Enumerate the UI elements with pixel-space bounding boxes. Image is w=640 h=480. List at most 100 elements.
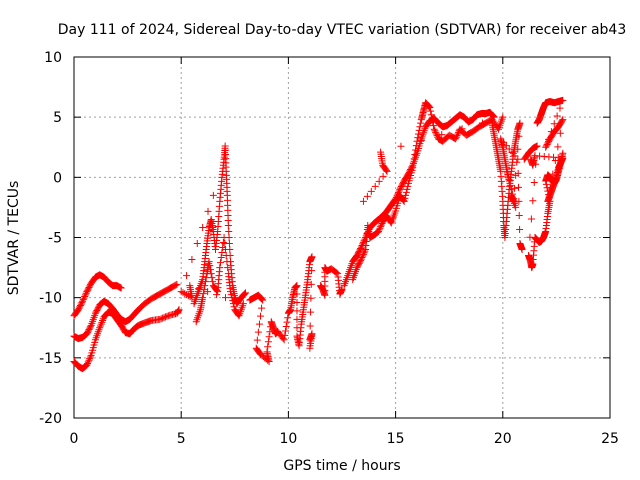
- data-point: [402, 191, 410, 199]
- data-point: [172, 281, 180, 289]
- data-point: [264, 338, 272, 346]
- data-point: [513, 158, 521, 166]
- data-point: [188, 294, 196, 302]
- data-point: [417, 119, 425, 127]
- data-point: [478, 119, 486, 127]
- data-point: [97, 320, 105, 328]
- data-point: [453, 132, 461, 140]
- data-point: [205, 258, 213, 266]
- data-point: [359, 250, 367, 258]
- data-point: [411, 150, 419, 158]
- series-rise-13h-b: [349, 99, 507, 284]
- data-point: [510, 195, 518, 203]
- data-point: [307, 280, 315, 288]
- data-point: [392, 195, 400, 203]
- data-point: [253, 336, 261, 344]
- data-point: [184, 292, 192, 300]
- data-point: [515, 197, 523, 205]
- data-point: [99, 317, 107, 325]
- data-point: [431, 127, 439, 135]
- y-tick-label: 5: [53, 110, 62, 126]
- data-point: [85, 356, 93, 364]
- data-point: [282, 323, 290, 331]
- data-point: [454, 130, 462, 138]
- data-point: [258, 304, 266, 312]
- data-point: [515, 183, 523, 191]
- data-point: [527, 155, 535, 163]
- series-gap-9h: [246, 253, 316, 365]
- data-point: [199, 223, 207, 231]
- data-point: [556, 129, 564, 137]
- data-point: [186, 293, 194, 301]
- data-point: [206, 262, 214, 270]
- data-point: [240, 290, 248, 298]
- data-point: [511, 199, 519, 207]
- data-point: [359, 197, 367, 205]
- data-point: [412, 146, 420, 154]
- x-tick-label: 20: [494, 431, 512, 447]
- data-point: [527, 215, 535, 223]
- data-point: [281, 331, 289, 339]
- chart-title: Day 111 of 2024, Sidereal Day-to-day VTE…: [58, 22, 627, 38]
- data-point: [375, 177, 383, 185]
- axis-ticks: 0 5 10 15 20 25 -20 -15 -10 -5 0 5 10: [39, 50, 619, 447]
- data-point: [283, 318, 291, 326]
- data-point: [428, 114, 436, 122]
- data-point: [516, 119, 524, 127]
- data-point: [559, 116, 567, 124]
- data-point: [307, 294, 315, 302]
- data-point: [218, 249, 226, 257]
- data-point: [400, 197, 408, 205]
- data-point: [81, 291, 89, 299]
- data-point: [511, 152, 519, 160]
- data-point: [86, 323, 94, 331]
- data-point: [207, 266, 215, 274]
- data-point: [265, 333, 273, 341]
- data-point: [497, 135, 505, 143]
- data-point: [308, 267, 316, 275]
- data-point: [307, 308, 315, 316]
- data-point: [410, 155, 418, 163]
- data-point: [293, 307, 301, 315]
- data-point: [242, 289, 250, 297]
- series-mid-11h: [317, 264, 346, 299]
- series-rise-13h: [340, 108, 498, 290]
- data-point: [404, 182, 412, 190]
- data-point: [161, 313, 169, 321]
- data-point: [360, 249, 368, 257]
- data-point: [359, 252, 367, 260]
- data-point: [183, 272, 191, 280]
- data-point: [160, 314, 168, 322]
- data-point: [403, 185, 411, 193]
- data-point: [515, 211, 523, 219]
- data-point: [377, 221, 385, 229]
- data-point: [500, 138, 508, 146]
- data-point: [81, 292, 89, 300]
- x-axis-label: GPS time / hours: [283, 458, 400, 474]
- data-point: [280, 336, 288, 344]
- data-point: [409, 159, 417, 167]
- data-point: [177, 288, 185, 296]
- data-point: [559, 96, 567, 104]
- data-point: [395, 187, 403, 195]
- data-point: [209, 278, 217, 286]
- data-point: [357, 243, 365, 251]
- data-point: [293, 282, 301, 290]
- data-point: [412, 142, 420, 150]
- data-point: [241, 290, 249, 298]
- data-point: [507, 186, 515, 194]
- data-point: [558, 117, 566, 125]
- data-point: [425, 103, 433, 111]
- data-point: [257, 312, 265, 320]
- data-point: [284, 314, 292, 322]
- data-point: [502, 142, 510, 150]
- data-point: [338, 285, 346, 293]
- data-point: [516, 225, 524, 233]
- data-point: [424, 102, 432, 110]
- series-spread-6h: [177, 191, 247, 326]
- data-point: [83, 361, 91, 369]
- data-point: [195, 285, 203, 293]
- data-point: [173, 280, 181, 288]
- data-point: [264, 343, 272, 351]
